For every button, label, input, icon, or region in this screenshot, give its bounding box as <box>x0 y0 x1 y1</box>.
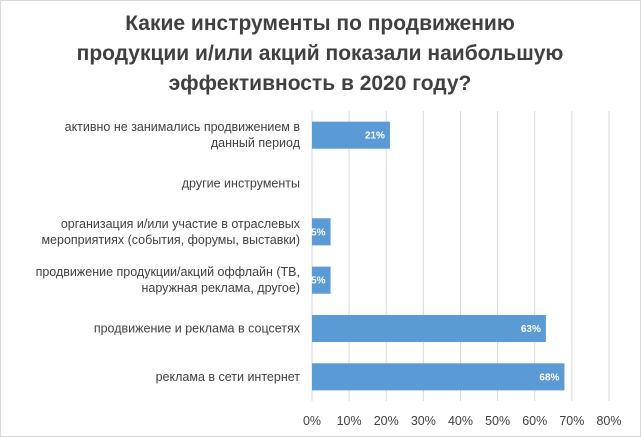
category-label: другие инструменты <box>182 177 300 191</box>
category-label: продвижение и реклама в соцсетях <box>94 322 301 336</box>
data-label: 5% <box>311 276 326 287</box>
category-label: данный период <box>211 136 301 150</box>
chart-title-line: эффективность в 2020 году? <box>169 72 472 95</box>
chart-title-line: Какие инструменты по продвижению <box>125 12 515 35</box>
x-tick-label: 30% <box>411 414 436 428</box>
x-tick-label: 50% <box>485 414 510 428</box>
data-label: 63% <box>521 324 541 335</box>
x-tick-label: 0% <box>303 414 321 428</box>
category-label: наружная реклама, другое) <box>142 281 300 295</box>
gridlines <box>311 111 610 401</box>
data-label: 21% <box>365 131 385 142</box>
data-label: 5% <box>311 227 326 238</box>
x-tick-label: 20% <box>374 414 399 428</box>
bar <box>312 363 565 391</box>
x-tick-label: 60% <box>522 414 547 428</box>
category-label: организация и/или участие в отраслевых <box>61 217 301 231</box>
chart-title: Какие инструменты по продвижению продукци… <box>77 12 564 95</box>
bar <box>312 314 546 343</box>
chart-title-line: продукции и/или акций показали наибольшу… <box>77 42 564 65</box>
category-label: продвижение продукции/акций оффлайн (ТВ, <box>36 265 300 279</box>
x-axis-ticks: 0% 10% 20% 30% 40% 50% 60% 70% 80% <box>303 414 622 428</box>
data-label: 0% <box>317 179 332 190</box>
x-tick-label: 10% <box>337 414 362 428</box>
x-tick-label: 70% <box>559 414 584 428</box>
data-label: 68% <box>539 372 559 383</box>
category-labels: активно не занимались продвижением в данн… <box>36 120 301 384</box>
bar <box>312 218 331 246</box>
category-label: реклама в сети интернет <box>156 370 301 384</box>
data-labels: 21% 0% 5% 5% 63% 68% <box>311 131 559 384</box>
x-tick-label: 80% <box>596 414 621 428</box>
bars <box>312 121 565 391</box>
category-label: активно не занимались продвижением в <box>65 120 301 134</box>
bar <box>312 266 331 294</box>
bar <box>312 121 390 149</box>
category-label: мероприятиях (события, форумы, выставки) <box>41 233 300 247</box>
x-tick-label: 40% <box>448 414 473 428</box>
